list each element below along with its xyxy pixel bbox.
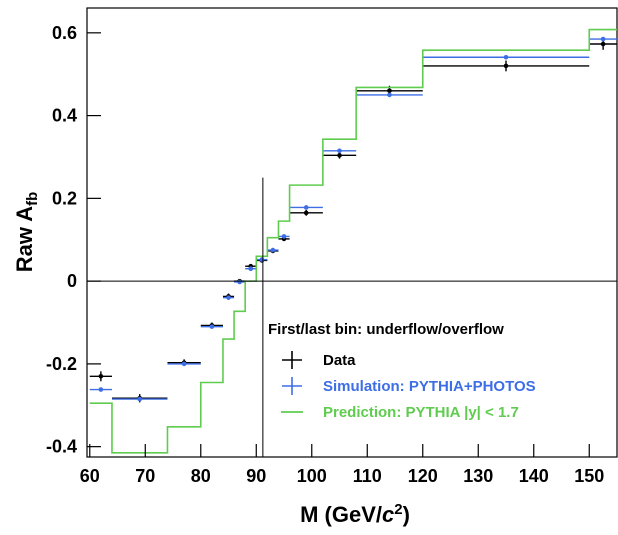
plot-frame — [86, 7, 618, 458]
point — [600, 41, 606, 47]
y-tick-label: 0.2 — [52, 188, 77, 208]
x-tick-label: 110 — [353, 466, 382, 486]
legend-label: Prediction: PYTHIA |y| < 1.7 — [323, 404, 519, 421]
point — [337, 148, 342, 154]
x-axis-label-main: M (GeV/ — [300, 502, 382, 527]
x-tick-label: 100 — [297, 466, 327, 486]
point — [137, 396, 143, 402]
point — [387, 92, 392, 98]
y-tick-label: -0.2 — [46, 354, 77, 374]
prediction-step — [89, 28, 617, 454]
y-tick-label: -0.4 — [46, 437, 77, 457]
x-tick-label: 80 — [191, 466, 211, 486]
point — [259, 257, 265, 262]
x-tick-label: 130 — [463, 466, 493, 486]
x-tick-label: 70 — [135, 466, 155, 486]
point — [209, 324, 215, 329]
legend-title: First/last bin: underflow/overflow — [268, 321, 504, 338]
x-tick-label: 150 — [574, 466, 604, 486]
point — [303, 205, 309, 210]
point — [337, 153, 342, 158]
point — [181, 361, 187, 367]
x-axis-label: M (GeV/c2) — [300, 501, 410, 527]
x-tick-label: 90 — [246, 466, 266, 486]
plot-area — [89, 28, 617, 454]
x-axis-label-sup: 2 — [394, 501, 402, 518]
x-tick-label: 120 — [408, 466, 438, 486]
y-tick-label: 0 — [67, 271, 77, 291]
y-axis-label-sub: fb — [24, 192, 41, 206]
x-tick-label: 140 — [519, 466, 549, 486]
point — [503, 54, 509, 60]
legend-label: Simulation: PYTHIA+PHOTOS — [323, 378, 536, 395]
point — [600, 36, 606, 42]
point — [303, 210, 309, 216]
point — [270, 247, 276, 253]
x-tick-label: 60 — [80, 466, 100, 486]
point — [248, 266, 254, 272]
point — [237, 279, 242, 285]
point — [226, 295, 231, 300]
point — [387, 88, 392, 94]
y-tick-label: 0.4 — [52, 106, 77, 126]
legend-label: Data — [323, 352, 356, 369]
x-axis-label-end: ) — [403, 502, 410, 527]
y-axis-label-main: Raw A — [12, 206, 37, 273]
point — [98, 374, 104, 379]
point — [503, 63, 509, 69]
point — [281, 234, 287, 239]
y-tick-label: 0.6 — [52, 23, 77, 43]
x-axis-label-italic: c — [382, 502, 394, 527]
y-axis-label: Raw Afb — [12, 192, 41, 273]
point — [98, 387, 104, 392]
